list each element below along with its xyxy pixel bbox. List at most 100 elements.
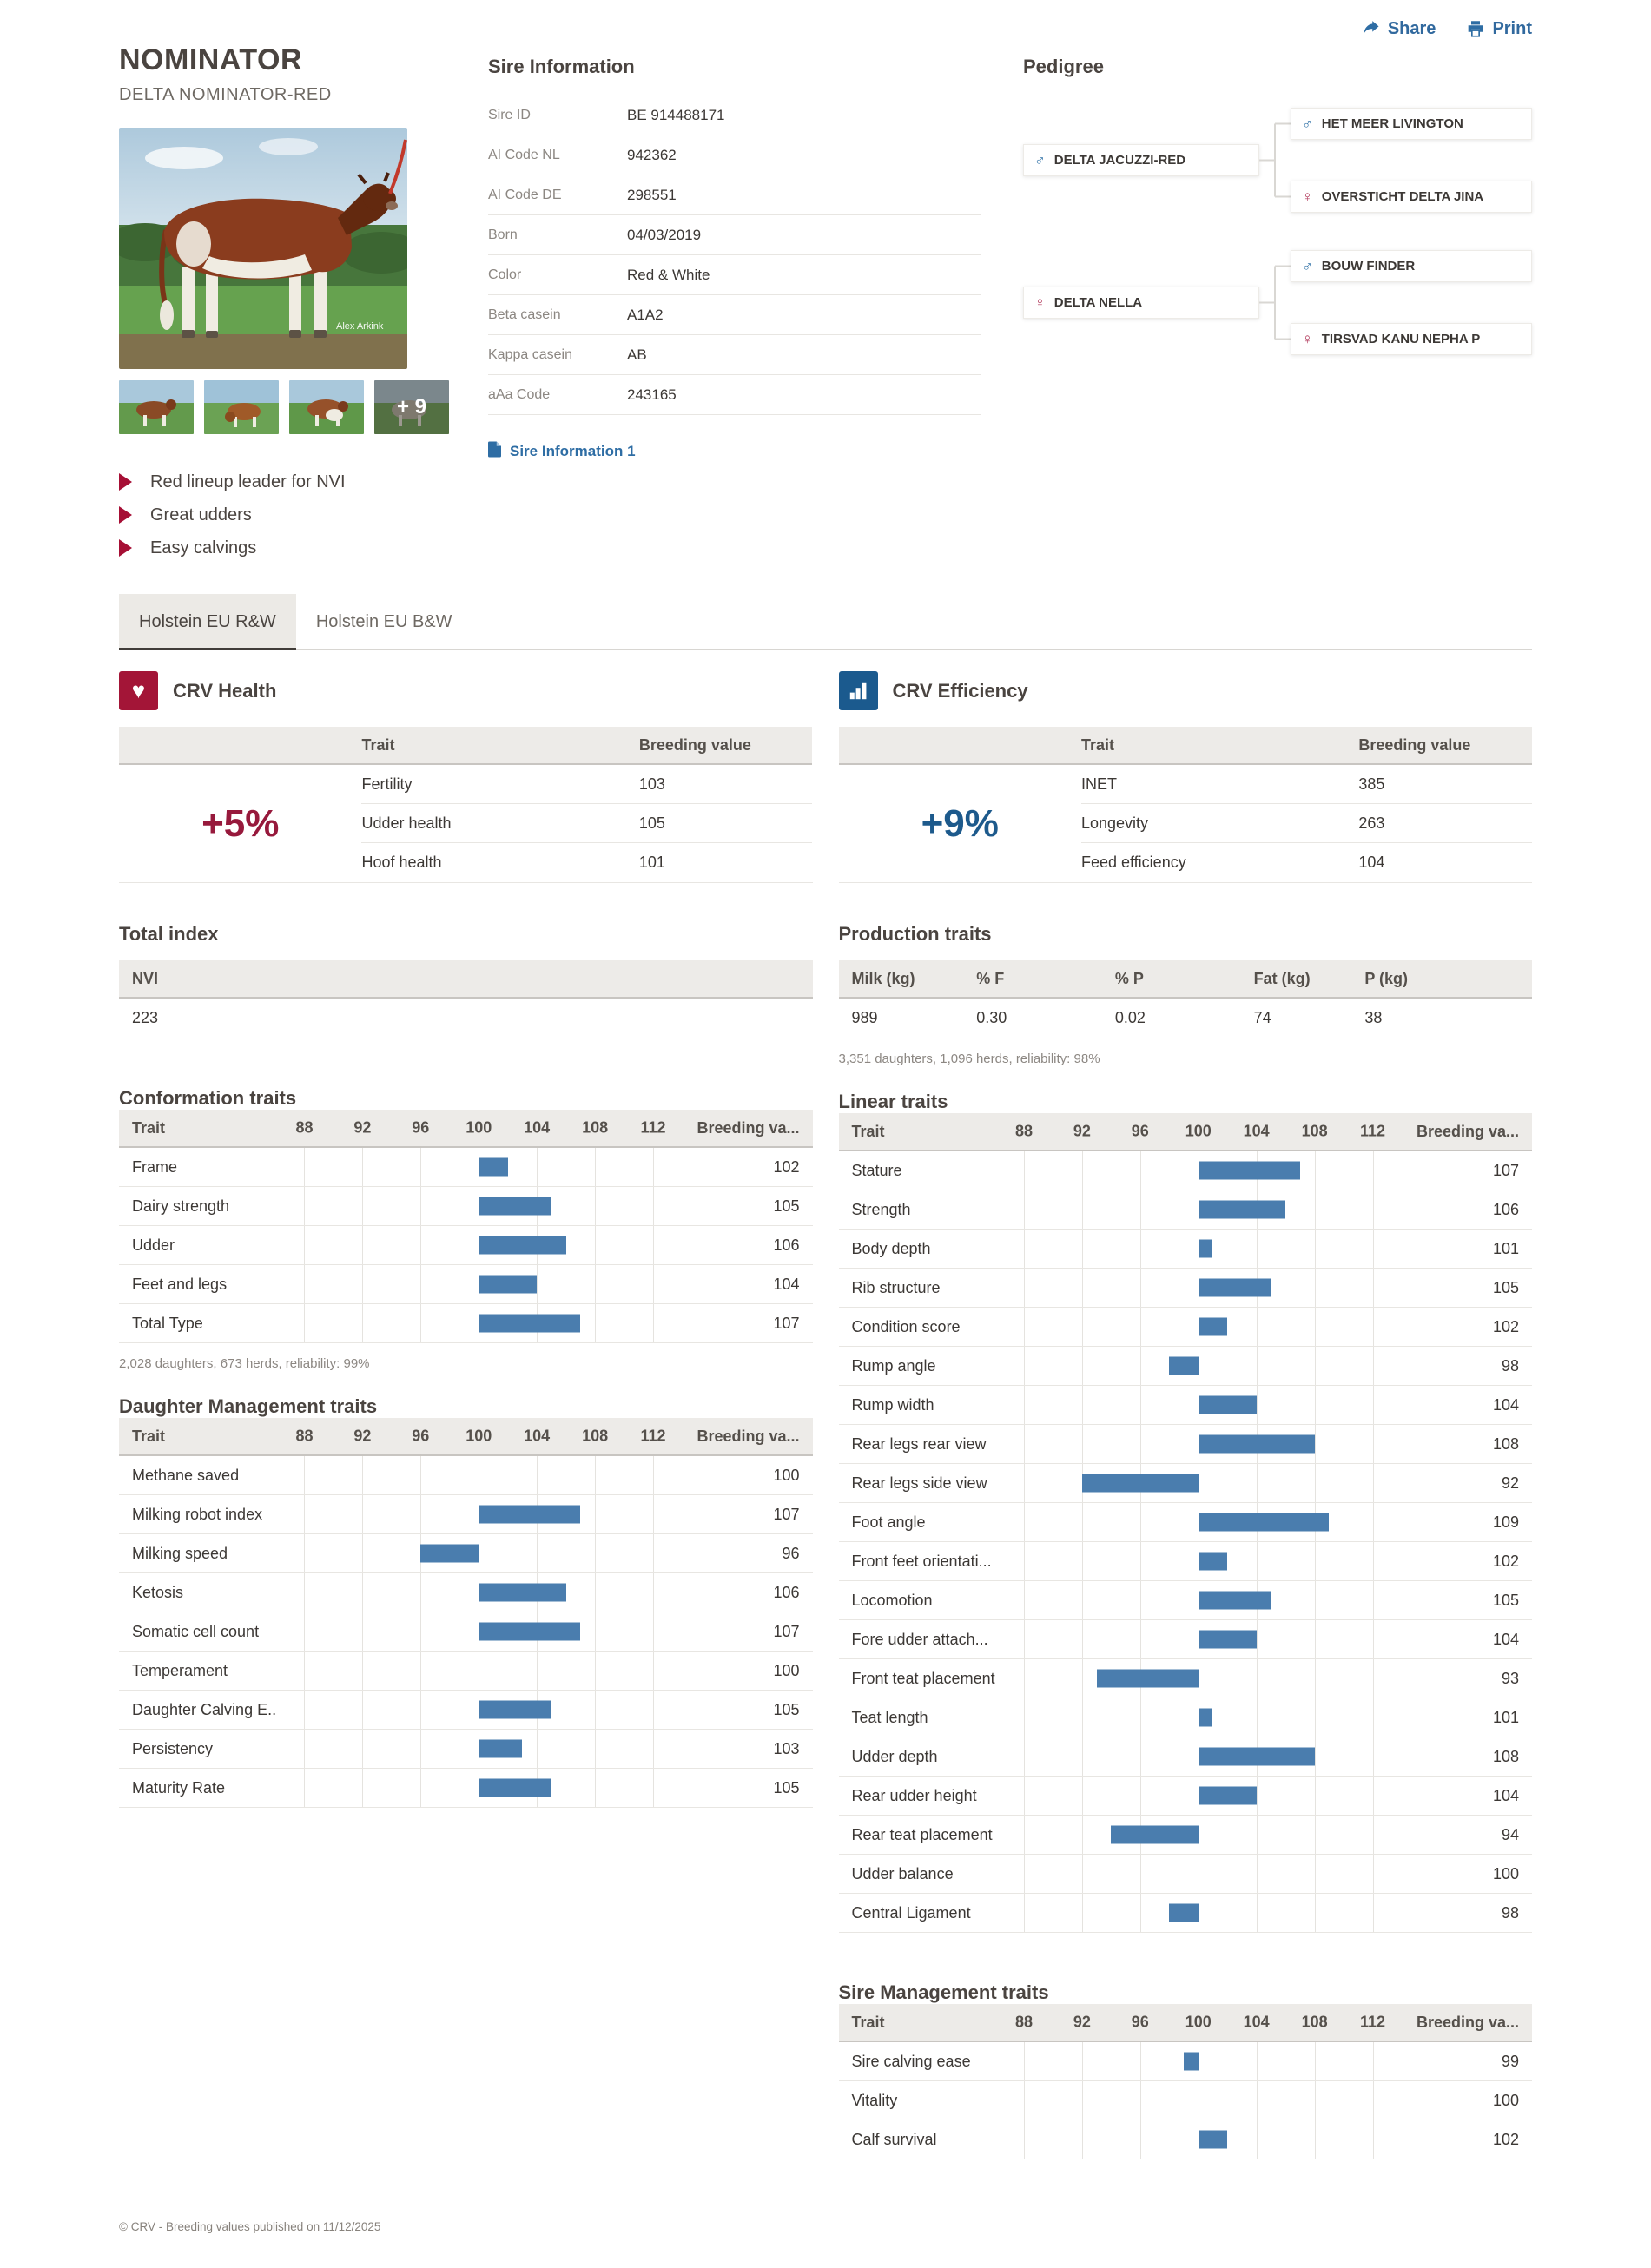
- axis-tick-label: 96: [412, 1427, 430, 1445]
- chart-row: Locomotion 105: [838, 1581, 1532, 1620]
- chart-cell: [995, 1425, 1403, 1463]
- gridline: [1314, 1698, 1316, 1737]
- pedigree-node-dams-sire[interactable]: ♂ BOUW FINDER: [1291, 250, 1532, 282]
- total-index-section: Total index NVI 223: [119, 923, 813, 1038]
- axis-tick-label: 92: [1073, 1122, 1091, 1140]
- value-bar: [1081, 1474, 1199, 1493]
- gridline: [1139, 1620, 1141, 1658]
- gridline: [1256, 1542, 1258, 1580]
- column-header-protein-kg: P (kg): [1351, 960, 1532, 999]
- column-header-breeding-value: Breeding va...: [697, 1427, 800, 1445]
- print-button[interactable]: Print: [1467, 19, 1532, 38]
- chart-cell: [275, 1612, 683, 1651]
- gridline: [595, 1456, 597, 1494]
- trait-label: Total Type: [132, 1314, 203, 1332]
- tab-holstein-eu-bw[interactable]: Holstein EU B&W: [315, 612, 452, 631]
- row-value: A1A2: [627, 306, 664, 323]
- pedigree-node-sires-sire[interactable]: ♂ HET MEER LIVINGTON: [1291, 108, 1532, 140]
- sire-information-pdf-link[interactable]: Sire Information 1: [488, 441, 983, 462]
- pedigree-node-sire[interactable]: ♂ DELTA JACUZZI-RED: [1023, 144, 1259, 176]
- axis-tick-row: 88 92 96 100 104 108 112: [995, 1113, 1403, 1150]
- protein-kg-value: 38: [1364, 1009, 1383, 1026]
- gridline: [304, 1265, 306, 1303]
- chart-cell: [995, 1269, 1403, 1307]
- footer-copyright: © CRV - Breeding values published on 11/…: [119, 2220, 381, 2233]
- pedigree-connector: [1259, 250, 1291, 355]
- male-icon: ♂: [1034, 151, 1046, 168]
- production-traits-heading: Production traits: [838, 923, 992, 945]
- gridline: [1139, 1698, 1141, 1737]
- gridline: [1372, 1425, 1374, 1463]
- gridline: [537, 1652, 538, 1690]
- chart-header-row: Trait 88 92 96 100 104 108 112 Breeding va...: [119, 1418, 813, 1456]
- chart-cell: [275, 1304, 683, 1342]
- gridline: [1256, 1464, 1258, 1502]
- value-bar: [1198, 1513, 1330, 1532]
- gridline: [595, 1691, 597, 1729]
- gridline: [420, 1612, 422, 1651]
- thumbnail-2[interactable]: [204, 380, 279, 434]
- row-label: Color: [488, 267, 522, 282]
- column-header-value: Breeding value: [1358, 727, 1532, 765]
- trait-label: Udder depth: [851, 1747, 938, 1765]
- gridline: [1081, 1894, 1083, 1932]
- axis-tick-row: 88 92 96 100 104 108 112: [275, 1418, 683, 1454]
- chart-cell: [995, 1542, 1403, 1580]
- gridline: [420, 1691, 422, 1729]
- value-bar: [1198, 1200, 1286, 1219]
- pedigree-name: BOUW FINDER: [1321, 259, 1416, 274]
- trait-label: Condition score: [851, 1317, 961, 1335]
- chart-cell: [275, 1226, 683, 1264]
- thumbnail-3[interactable]: [289, 380, 364, 434]
- axis-tick-label: 96: [412, 1118, 430, 1137]
- chart-row: Daughter Calving E... 105: [119, 1691, 813, 1730]
- gridline: [1372, 1386, 1374, 1424]
- column-header-empty: [838, 727, 1081, 765]
- value-bar: [1198, 1708, 1213, 1727]
- gridline: [1081, 1581, 1083, 1619]
- trait-label: Fore udder attach...: [851, 1630, 988, 1648]
- trait-label: Locomotion: [851, 1591, 933, 1609]
- column-header-fat-kg: Fat (kg): [1240, 960, 1352, 999]
- chart-cell: [995, 1698, 1403, 1737]
- crv-efficiency-table: Trait Breeding value +9% INET 385 Longev…: [838, 727, 1532, 883]
- breeding-value: 102: [1492, 1552, 1519, 1570]
- axis-tick-label: 104: [524, 1427, 551, 1445]
- gridline: [304, 1148, 306, 1186]
- linear-traits-chart: Trait 88 92 96 100 104 108 112 Breeding va... Sta…: [838, 1113, 1532, 1933]
- main-photo[interactable]: Alex Arkink: [119, 128, 407, 369]
- chart-row: Rear legs rear view 108: [838, 1425, 1532, 1464]
- share-button[interactable]: Share: [1363, 19, 1436, 38]
- gridline: [304, 1534, 306, 1572]
- gridline: [1314, 1464, 1316, 1502]
- gridline: [1081, 2081, 1083, 2120]
- conformation-traits-section: Conformation traits Trait 88 92 96 100 104 108…: [119, 1087, 813, 1371]
- chart-row: Persistency 103: [119, 1730, 813, 1769]
- chart-row: Rib structure 105: [838, 1269, 1532, 1308]
- pedigree-name: HET MEER LIVINGTON: [1321, 116, 1463, 131]
- chart-row: Fore udder attach... 104: [838, 1620, 1532, 1659]
- gridline: [595, 1612, 597, 1651]
- cow-photo-illustration: Alex Arkink: [119, 128, 407, 369]
- chart-row: Sire calving ease 99: [838, 2042, 1532, 2081]
- pedigree-node-sires-dam[interactable]: ♀ OVERSTICHT DELTA JINA: [1291, 181, 1532, 213]
- pedigree-node-dam[interactable]: ♀ DELTA NELLA: [1023, 287, 1259, 319]
- gridline: [362, 1691, 364, 1729]
- milk-value: 989: [851, 1009, 878, 1026]
- gridline: [653, 1534, 655, 1572]
- thumbnail-1[interactable]: [119, 380, 194, 434]
- breeding-value: 107: [773, 1622, 800, 1640]
- tab-holstein-eu-rw[interactable]: Holstein EU R&W: [119, 594, 296, 650]
- thumbnail-more[interactable]: + 9: [374, 380, 449, 434]
- sire-management-chart: Trait 88 92 96 100 104 108 112 Breeding va... Sir…: [838, 2004, 1532, 2159]
- axis-tick-label: 100: [466, 1118, 492, 1137]
- value-bar: [1198, 1747, 1315, 1766]
- value-bar: [479, 1505, 581, 1524]
- gridline: [1023, 1581, 1025, 1619]
- top-action-bar: Share Print: [119, 0, 1532, 38]
- gridline: [362, 1187, 364, 1225]
- animal-summary: NOMINATOR DELTA NOMINATOR-RED: [119, 43, 488, 564]
- chart-row: Central Ligament 98: [838, 1894, 1532, 1933]
- pedigree-node-dams-dam[interactable]: ♀ TIRSVAD KANU NEPHA P: [1291, 323, 1532, 355]
- axis-tick-label: 88: [1014, 2013, 1033, 2031]
